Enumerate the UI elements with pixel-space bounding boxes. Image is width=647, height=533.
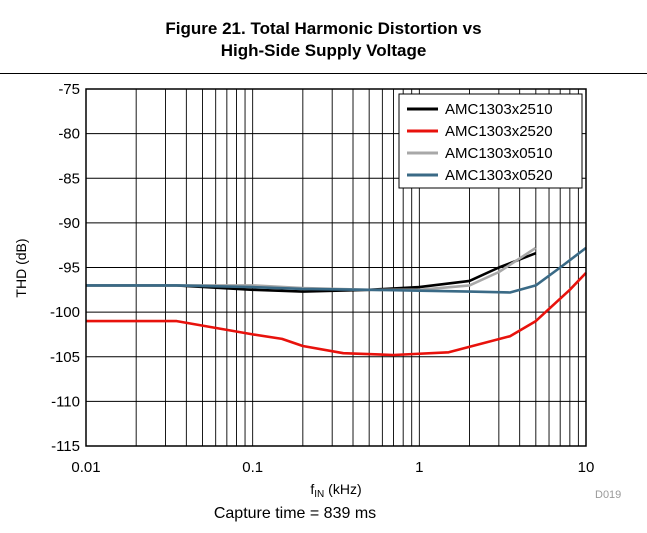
y-tick-label: -75 [58, 81, 80, 98]
y-tick-label: -105 [50, 349, 80, 366]
x-tick-label: 1 [415, 459, 423, 476]
x-tick-label: 10 [578, 459, 595, 476]
y-tick-label: -95 [58, 260, 80, 277]
y-tick-label: -115 [51, 438, 80, 455]
title-rule [0, 73, 647, 74]
x-axis-title-unit: (kHz) [324, 481, 361, 497]
y-tick-label: -100 [50, 304, 80, 321]
y-tick-label: -90 [58, 215, 80, 232]
legend-label-amc1303x0520: AMC1303x0520 [445, 167, 553, 184]
legend-label-amc1303x2510: AMC1303x2510 [445, 101, 553, 118]
x-axis-title-subscript: IN [314, 489, 324, 500]
series-line-amc1303x0510 [86, 246, 537, 292]
x-tick-label: 0.01 [71, 459, 100, 476]
y-tick-labels: -75 -80 -85 -90 -95 -100 -105 -110 -115 [50, 81, 80, 455]
figure-title: Figure 21. Total Harmonic Distortion vs … [0, 18, 647, 62]
series-line-amc1303x2520 [86, 272, 587, 357]
y-tick-label: -110 [51, 393, 80, 410]
y-tick-label: -85 [58, 170, 80, 187]
capture-caption: Capture time = 839 ms [213, 505, 377, 522]
plot-frame [85, 88, 587, 447]
series-lines [86, 246, 587, 357]
x-tick-labels: 0.01 0.1 1 10 [71, 459, 594, 476]
figure-code: D019 [595, 489, 621, 501]
y-axis-title: THD (dB) [13, 238, 29, 297]
legend: AMC1303x2510 AMC1303x2520 AMC1303x0510 A… [398, 93, 583, 189]
x-tick-label: 0.1 [242, 459, 263, 476]
legend-label-amc1303x2520: AMC1303x2520 [445, 123, 553, 140]
figure-title-line-2: High-Side Supply Voltage [220, 41, 427, 60]
y-tick-label: -80 [58, 126, 80, 143]
x-axis-title: fIN (kHz) [310, 481, 361, 500]
x-axis-title-main: f [310, 481, 314, 497]
series-line-amc1303x0520 [86, 246, 587, 294]
figure-title-line-1: Figure 21. Total Harmonic Distortion vs [165, 19, 482, 38]
legend-label-amc1303x0510: AMC1303x0510 [445, 145, 553, 162]
